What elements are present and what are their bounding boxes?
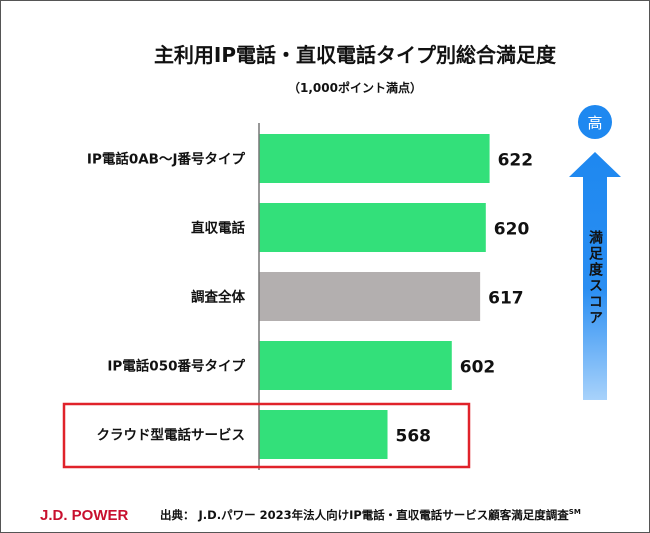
bar [259,272,481,321]
bar [259,134,490,183]
category-label: IP電話0AB～J番号タイプ [87,151,246,168]
value-label: 620 [494,220,530,240]
jd-power-logo: J.D. POWER [40,507,129,524]
category-label: IP電話050番号タイプ [107,358,245,375]
chart-subtitle: （1,000ポイント満点） [288,80,422,95]
service-mark: SM [569,508,581,516]
bar [259,410,388,459]
chart-title: 主利用IP電話・直収電話タイプ別総合満足度 [154,43,557,67]
value-label: 568 [396,427,432,447]
bar [259,341,452,390]
source-note: 出典： J.D.パワー 2023年法人向けIP電話・直収電話サービス顧客満足度調… [160,508,581,522]
high-badge [578,105,612,139]
source-text: 出典： J.D.パワー 2023年法人向けIP電話・直収電話サービス顧客満足度調… [160,508,569,522]
bar [259,203,486,252]
value-label: 617 [488,289,524,309]
value-label: 622 [498,151,533,171]
score-axis-label: 満足度スコア [587,229,603,326]
category-label: 調査全体 [191,289,245,306]
category-label: 直収電話 [191,220,245,237]
value-label: 602 [460,358,496,378]
high-label: 高 [587,114,602,132]
score-arrow-icon [569,152,621,400]
category-label: クラウド型電話サービス [97,427,246,444]
highlight-box [62,402,471,469]
